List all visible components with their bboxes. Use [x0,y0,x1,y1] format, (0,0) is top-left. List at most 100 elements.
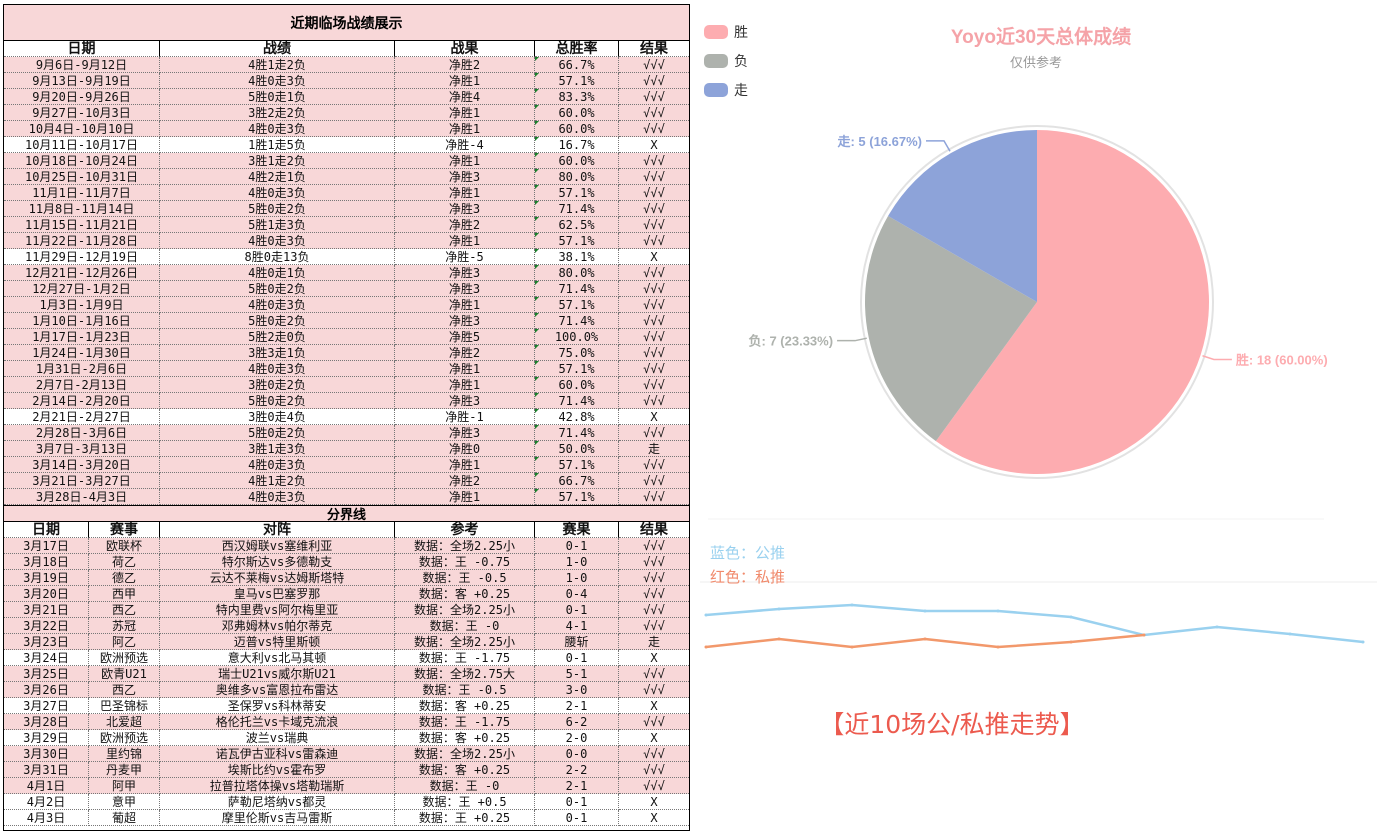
weekly-records-section: 日期 战绩 战果 总胜率 结果 9月6日-9月12日 4胜1走2负 净胜2 66.7% √√√ 9月… [4,41,689,505]
pie-legend-swatch[interactable] [704,83,728,97]
weekly-cell: 净胜2 [395,57,535,73]
pie-slice-2 [865,216,1037,442]
match-cell: X [619,650,689,666]
weekly-cell: 净胜-4 [395,137,535,153]
match-header-cell: 参考 [395,522,535,538]
trend-point [1288,632,1292,636]
match-cell: 数据：王 -0.5 [395,570,535,586]
match-row: 3月23日 阿乙 迈普vs特里斯顿 数据：全场2.25小 腰斩走 [4,634,689,650]
pie-legend-swatch[interactable] [704,54,728,68]
trend-point [1142,633,1146,637]
weekly-cell: 净胜-5 [395,249,535,265]
match-cell: 皇马vs巴塞罗那 [160,586,395,602]
weekly-cell: 4胜0走3负 [160,121,395,137]
weekly-cell: 净胜3 [395,313,535,329]
match-row: 4月2日 意甲 萨勒尼塔纳vs都灵 数据：王 +0.5 0-1 X [4,794,689,810]
weekly-row: 11月1日-11月7日 4胜0走3负 净胜1 57.1% √√√ [4,185,689,201]
weekly-cell: 57.1% [535,185,619,201]
weekly-row: 10月11日-10月17日 1胜1走5负 净胜-4 16.7% X [4,137,689,153]
weekly-cell: 5胜0走2负 [160,425,395,441]
pie-label-leader [1202,355,1232,361]
weekly-row: 11月22日-11月28日 4胜0走3负 净胜1 57.1% √√√ [4,233,689,249]
match-cell: 3月29日 [4,730,89,746]
match-cell: X [619,698,689,714]
pie-legend-swatch[interactable] [704,25,728,39]
match-row: 3月18日 荷乙 特尔斯达vs多德勒支 数据：王 -0.75 1-0 √√√ [4,554,689,570]
weekly-cell: 80.0% [535,265,619,281]
match-cell: 0-1 [535,602,619,618]
match-cell: 数据：客 +0.25 [395,586,535,602]
weekly-cell: 100.0% [535,329,619,345]
weekly-cell: 4胜0走1负 [160,265,395,281]
weekly-cell: √√√ [619,281,689,297]
weekly-cell: 净胜-1 [395,409,535,425]
trend-chart: 蓝色：公推 红色：私推 【近10场公/私推走势】 [700,545,1377,739]
pie-chart: Yoyo近30天总体成绩 仅供参考 胜: 18 (60.00%) 负: 7 (23… [704,24,1328,520]
weekly-cell: 4胜1走2负 [160,57,395,73]
weekly-cell: 80.0% [535,169,619,185]
pie-legend-label[interactable]: 胜 [734,24,748,40]
weekly-cell: √√√ [619,377,689,393]
weekly-cell: 4胜0走3负 [160,185,395,201]
weekly-cell: 57.1% [535,297,619,313]
weekly-cell: 9月20日-9月26日 [4,89,160,105]
weekly-cell: 净胜3 [395,169,535,185]
pie-slice-1 [935,130,1209,475]
trend-point [850,603,854,607]
weekly-row: 1月24日-1月30日 3胜3走1负 净胜2 75.0% √√√ [4,345,689,361]
match-cell: 0-1 [535,538,619,554]
weekly-cell: 57.1% [535,73,619,89]
trend-line-private [705,633,1145,649]
match-cell: 巴圣锦标 [89,698,160,714]
match-cell: 荷乙 [89,554,160,570]
match-cell: 3月23日 [4,634,89,650]
match-cell: 丹麦甲 [89,762,160,778]
weekly-cell: 净胜1 [395,185,535,201]
weekly-cell: 1月3日-1月9日 [4,297,160,313]
weekly-cell: 走 [619,441,689,457]
match-cell: 摩里伦斯vs吉马雷斯 [160,810,395,826]
pie-title: Yoyo近30天总体成绩 [951,25,1131,48]
match-cell: 格伦托兰vs卡域克流浪 [160,714,395,730]
match-cell: 3月25日 [4,666,89,682]
pie-legend-label[interactable]: 负 [734,53,748,69]
weekly-cell: √√√ [619,489,689,505]
match-cell: 波兰vs瑞典 [160,730,395,746]
match-header-cell: 结果 [619,522,689,538]
pie-slice-label: 走: 5 (16.67%) [837,134,922,149]
match-cell: 3月18日 [4,554,89,570]
weekly-cell: √√√ [619,361,689,377]
match-row: 3月21日 西乙 特内里费vs阿尔梅里亚 数据：全场2.25小 0-1 √√√ [4,602,689,618]
pie-legend-label[interactable]: 走 [734,82,748,98]
weekly-cell: 5胜0走2负 [160,281,395,297]
match-cell: X [619,794,689,810]
weekly-row: 1月31日-2月6日 4胜0走3负 净胜1 57.1% √√√ [4,361,689,377]
weekly-cell: √√√ [619,345,689,361]
weekly-cell: 66.7% [535,473,619,489]
match-row: 3月29日 欧洲预选 波兰vs瑞典 数据：客 +0.25 2-0 X [4,730,689,746]
match-row: 3月26日 西乙 奥维多vs富恩拉布雷达 数据：王 -0.5 3-0 √√√ [4,682,689,698]
trend-point [1069,615,1073,619]
match-cell: √√√ [619,746,689,762]
weekly-row: 3月14日-3月20日 4胜0走3负 净胜1 57.1% √√√ [4,457,689,473]
weekly-cell: 净胜3 [395,201,535,217]
match-cell: 3月21日 [4,602,89,618]
match-cell: √√√ [619,762,689,778]
weekly-cell: 60.0% [535,105,619,121]
match-cell: 数据：全场2.75大 [395,666,535,682]
weekly-header-cell: 结果 [619,41,689,57]
match-header-cell: 赛事 [89,522,160,538]
match-cell: 欧洲预选 [89,650,160,666]
weekly-cell: √√√ [619,313,689,329]
match-cell: 0-0 [535,746,619,762]
pie-slice-label: 胜: 18 (60.00%) [1236,352,1328,367]
weekly-cell: √√√ [619,265,689,281]
match-cell: 拉普拉塔体操vs塔勒瑞斯 [160,778,395,794]
match-cell: √√√ [619,554,689,570]
match-cell: 0-4 [535,586,619,602]
match-cell: 葡超 [89,810,160,826]
weekly-cell: 4胜2走1负 [160,169,395,185]
weekly-cell: √√√ [619,73,689,89]
weekly-cell: √√√ [619,89,689,105]
match-cell: 2-1 [535,698,619,714]
